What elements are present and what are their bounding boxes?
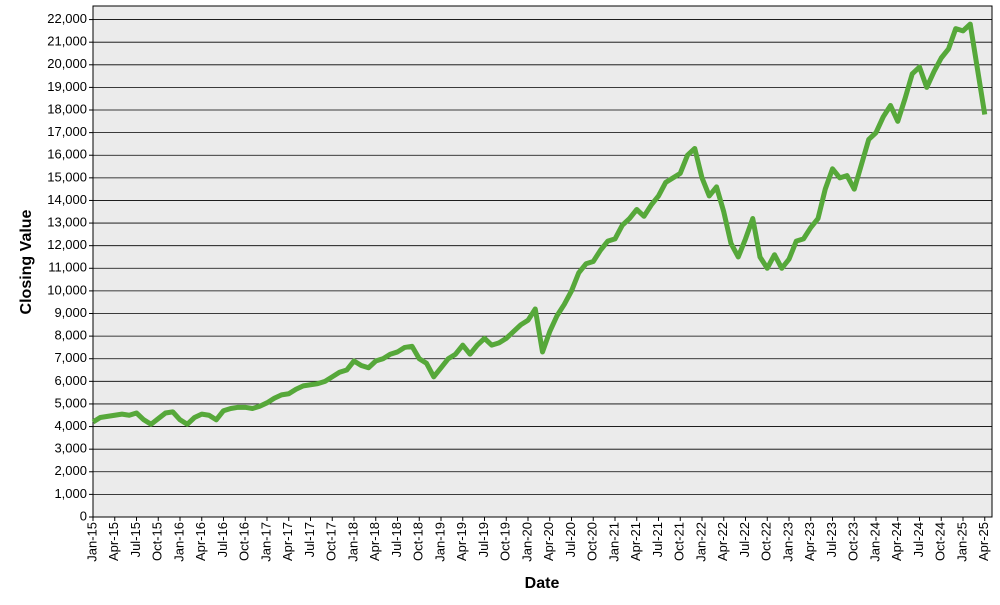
x-tick-label: Apr-22: [715, 522, 730, 561]
y-tick-label: 3,000: [54, 441, 87, 456]
x-tick-label: Jul-17: [302, 522, 317, 557]
x-tick-label: Jul-15: [128, 522, 143, 557]
x-tick-label: Apr-20: [541, 522, 556, 561]
x-tick-label: Apr-24: [889, 522, 904, 561]
y-tick-label: 18,000: [47, 101, 87, 116]
x-tick-label: Jan-19: [432, 522, 447, 562]
x-tick-label: Jan-16: [171, 522, 186, 562]
y-tick-label: 7,000: [54, 350, 87, 365]
y-tick-label: 11,000: [48, 260, 87, 275]
x-tick-label: Jan-24: [867, 522, 882, 562]
y-tick-label: 15,000: [47, 169, 87, 184]
plot-area: [92, 5, 993, 518]
x-tick-label: Apr-18: [367, 522, 382, 561]
x-tick-label: Jan-20: [519, 522, 534, 562]
y-tick-label: 5,000: [54, 395, 87, 410]
x-tick-label: Jan-18: [345, 522, 360, 562]
x-tick-label: Apr-15: [106, 522, 121, 561]
x-tick-label: Jan-25: [954, 522, 969, 562]
y-tick-label: 4,000: [54, 418, 87, 433]
y-tick-label: 2,000: [54, 463, 87, 478]
y-tick-label: 21,000: [47, 34, 87, 49]
x-tick-label: Oct-24: [933, 522, 948, 561]
x-tick-label: Jan-23: [780, 522, 795, 562]
x-tick-label: Oct-16: [237, 522, 252, 561]
y-tick-label: 14,000: [47, 192, 87, 207]
y-tick-label: 12,000: [47, 237, 87, 252]
y-tick-label: 10,000: [47, 282, 87, 297]
data-line: [91, 21, 988, 427]
x-tick-label: Jul-18: [389, 522, 404, 557]
x-tick-label: Oct-18: [411, 522, 426, 561]
y-axis-title: Closing Value: [18, 209, 35, 314]
x-tick-label: Apr-16: [193, 522, 208, 561]
x-axis-title: Date: [525, 575, 560, 592]
x-tick-label: Apr-17: [280, 522, 295, 561]
x-tick-label: Jul-22: [737, 522, 752, 557]
x-tick-label: Oct-17: [324, 522, 339, 561]
x-tick-label: Jul-16: [215, 522, 230, 557]
x-tick-label: Apr-23: [802, 522, 817, 561]
y-tick-label: 9,000: [54, 305, 87, 320]
y-tick-label: 0: [80, 508, 87, 523]
x-tick-label: Jan-22: [693, 522, 708, 562]
x-tick-label: Oct-23: [846, 522, 861, 561]
x-tick-label: Jul-24: [911, 522, 926, 557]
y-tick-label: 17,000: [47, 124, 87, 139]
x-tick-label: Oct-19: [498, 522, 513, 561]
x-tick-label: Apr-21: [628, 522, 643, 561]
x-tick-label: Oct-21: [672, 522, 687, 561]
y-tick-label: 20,000: [47, 56, 87, 71]
y-tick-label: 13,000: [47, 214, 87, 229]
x-tick-label: Jan-15: [84, 522, 99, 562]
y-tick-label: 8,000: [54, 328, 87, 343]
y-tick-label: 6,000: [54, 373, 87, 388]
y-tick-label: 1,000: [54, 486, 87, 501]
x-tick-label: Jul-21: [650, 522, 665, 557]
y-tick-label: 16,000: [47, 147, 87, 162]
x-tick-label: Oct-20: [585, 522, 600, 561]
y-tick-label: 22,000: [47, 11, 87, 26]
x-tick-label: Jan-17: [258, 522, 273, 562]
x-tick-label: Oct-15: [150, 522, 165, 561]
x-tick-label: Jul-23: [824, 522, 839, 557]
y-tick-label: 19,000: [47, 79, 87, 94]
x-tick-label: Jul-19: [476, 522, 491, 557]
x-tick-label: Apr-19: [454, 522, 469, 561]
x-tick-label: Jul-20: [563, 522, 578, 557]
x-tick-label: Jan-21: [606, 522, 621, 562]
x-tick-label: Oct-22: [759, 522, 774, 561]
x-tick-label: Apr-25: [976, 522, 991, 561]
